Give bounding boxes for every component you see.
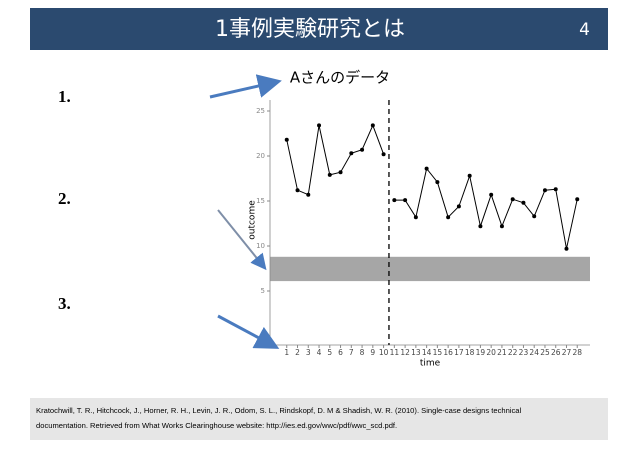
data-point: [317, 123, 322, 128]
data-point: [564, 246, 569, 251]
list-item: 3.: [58, 294, 71, 313]
series-line: [286, 124, 385, 196]
y-tick-label: 5: [261, 287, 265, 295]
x-tick-label: 3: [306, 348, 311, 357]
x-tick-label: 23: [519, 348, 529, 357]
citation: documentation. Retrieved from What Works…: [36, 421, 397, 430]
x-tick-label: 18: [465, 348, 475, 357]
x-tick-label: 21: [497, 348, 507, 357]
data-point: [467, 173, 472, 178]
citation: Kratochwill, T. R., Hitchcock, J., Horne…: [36, 406, 522, 415]
data-point: [510, 197, 515, 202]
y-tick-label: 20: [256, 152, 265, 160]
list-item: 1.: [58, 87, 71, 106]
arrow: [217, 314, 280, 349]
data-point: [553, 187, 558, 192]
data-point: [521, 200, 526, 205]
data-point: [306, 192, 311, 197]
x-axis-label: time: [420, 359, 441, 369]
x-tick-label: 2: [295, 348, 300, 357]
x-tick-label: 27: [562, 348, 572, 357]
x-tick-label: 16: [443, 348, 453, 357]
x-tick-label: 8: [360, 348, 365, 357]
data-point: [456, 204, 461, 209]
data-point: [542, 188, 547, 193]
highlight-band: [270, 256, 590, 282]
x-tick-label: 5: [327, 348, 332, 357]
data-point: [284, 137, 289, 142]
data-point: [295, 188, 300, 193]
data-point: [327, 172, 332, 177]
x-tick-label: 6: [338, 348, 343, 357]
x-tick-label: 25: [540, 348, 550, 357]
arrow: [209, 74, 282, 99]
data-point: [499, 224, 504, 229]
x-tick-label: 7: [349, 348, 354, 357]
data-point: [575, 197, 580, 202]
data-point: [392, 198, 397, 203]
x-tick-label: 4: [317, 348, 322, 357]
x-tick-label: 15: [433, 348, 443, 357]
x-tick-label: 12: [400, 348, 410, 357]
x-tick-label: 11: [390, 348, 400, 357]
data-point: [413, 215, 418, 220]
x-tick-label: 1: [284, 348, 289, 357]
list-item: 2.: [58, 189, 71, 208]
header-bar: [30, 8, 608, 50]
chart-title: Aさんのデータ: [290, 69, 390, 87]
x-tick-label: 10: [379, 348, 389, 357]
data-point: [435, 180, 440, 185]
data-point: [403, 198, 408, 203]
x-tick-label: 17: [454, 348, 464, 357]
y-tick-label: 15: [256, 197, 265, 205]
citation-box: [30, 398, 608, 440]
data-point: [478, 224, 483, 229]
x-tick-label: 9: [370, 348, 375, 357]
data-point: [349, 151, 354, 156]
data-point: [338, 170, 343, 175]
data-point: [370, 123, 375, 128]
y-axis-label: outcome: [248, 200, 258, 240]
arrow: [217, 209, 267, 271]
data-point: [360, 147, 365, 152]
x-tick-label: 19: [476, 348, 486, 357]
data-point: [381, 152, 386, 157]
y-tick-label: 25: [256, 107, 265, 115]
series-line: [394, 167, 578, 249]
slide-title: 1事例実験研究とは: [215, 17, 405, 42]
x-tick-label: 14: [422, 348, 432, 357]
data-point: [489, 192, 494, 197]
x-tick-label: 13: [411, 348, 421, 357]
data-point: [424, 166, 429, 171]
x-tick-label: 26: [551, 348, 561, 357]
x-tick-label: 20: [486, 348, 496, 357]
data-point: [446, 215, 451, 220]
x-tick-label: 24: [529, 348, 539, 357]
data-point: [532, 214, 537, 219]
x-tick-label: 28: [572, 348, 582, 357]
page-number: 4: [579, 20, 590, 40]
y-tick-label: 10: [256, 242, 265, 250]
x-tick-label: 22: [508, 348, 518, 357]
